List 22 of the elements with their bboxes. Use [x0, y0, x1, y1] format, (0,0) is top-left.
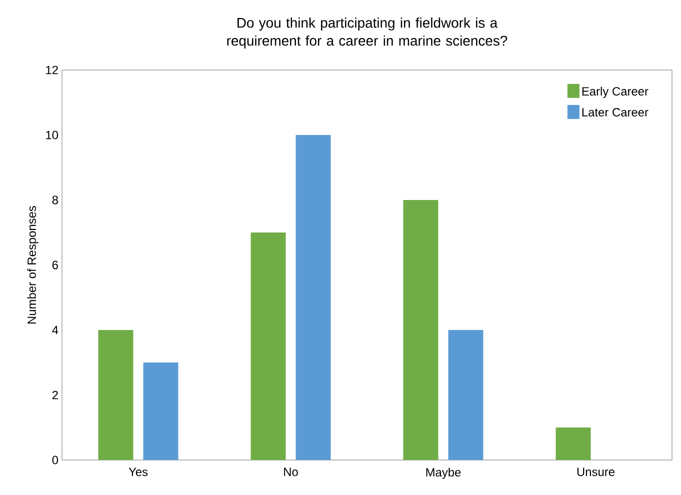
- y-tick-label: 0: [52, 456, 58, 464]
- y-axis-title: Number of Responses: [27, 206, 38, 324]
- y-tick-label: 8: [52, 196, 58, 204]
- chart-title: Do you think participating in fieldwork is a requirement for a career in marine sciences?: [227, 18, 508, 48]
- legend-label: Early Career: [582, 86, 648, 98]
- y-tick-label: 6: [52, 260, 58, 270]
- x-tick-label: No: [284, 468, 298, 476]
- y-tick-label: 10: [46, 130, 58, 140]
- x-tick-label: Yes: [128, 468, 148, 476]
- bar: [250, 232, 286, 460]
- legend-label: Later Career: [582, 108, 648, 116]
- x-tick-label: Maybe: [426, 468, 461, 479]
- bar: [448, 330, 484, 460]
- x-tick-label: Unsure: [577, 468, 614, 476]
- y-tick-label: 12: [46, 66, 58, 74]
- y-tick-label: 2: [52, 390, 58, 400]
- bar: [296, 134, 331, 460]
- bar: [403, 200, 438, 460]
- bar: [556, 428, 591, 460]
- bar: [143, 362, 178, 460]
- y-tick-label: 4: [52, 326, 58, 334]
- bar: [98, 330, 134, 460]
